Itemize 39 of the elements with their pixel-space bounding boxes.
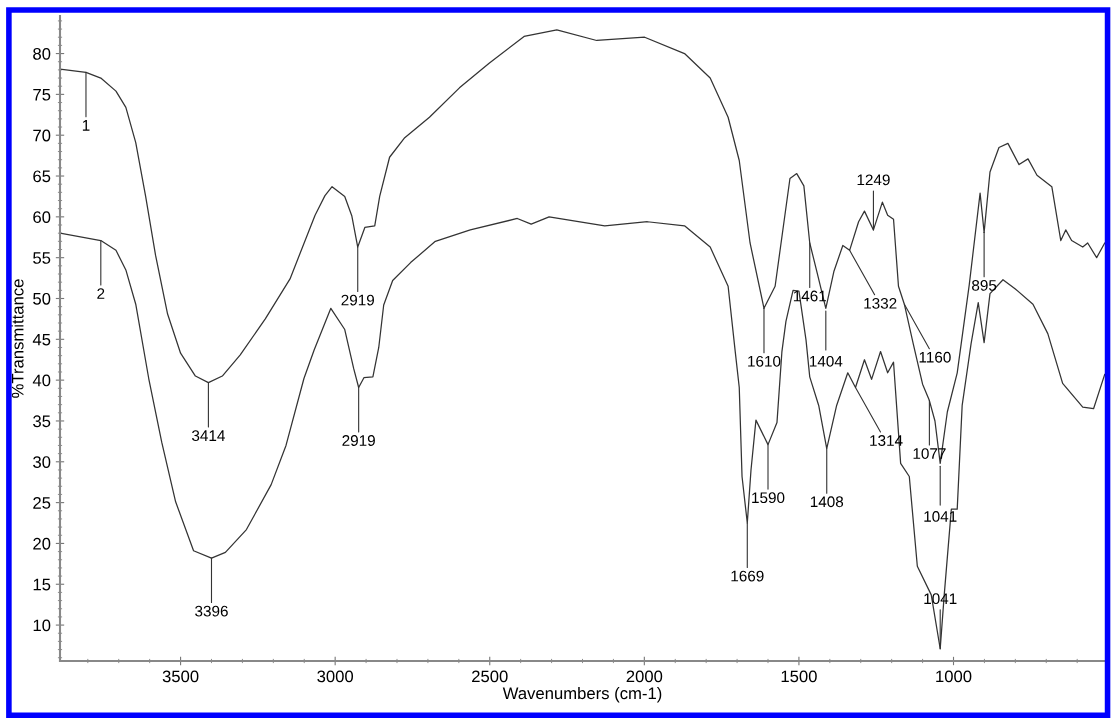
annotation: 1610	[748, 355, 781, 367]
y-tick-label: 45	[32, 333, 51, 346]
y-tick-label: 80	[33, 47, 51, 60]
y-axis-title: %Transmittance	[11, 279, 24, 398]
x-tick-label: 3500	[162, 670, 199, 683]
annotation: 2919	[341, 294, 374, 306]
annotation: 895	[972, 279, 997, 291]
x-tick-label: 2500	[472, 670, 508, 683]
annotation: 1	[82, 120, 90, 131]
annotation: 1160	[919, 351, 951, 363]
annotation: 1404	[809, 355, 843, 367]
x-tick-label: 1000	[936, 670, 972, 683]
x-axis-title: Wavenumbers (cm-1)	[502, 686, 662, 703]
y-tick-label: 75	[33, 88, 51, 101]
annotation: 1590	[752, 492, 785, 504]
y-tick-label: 50	[33, 292, 51, 305]
annotation: 1408	[810, 496, 844, 508]
y-tick-label: 10	[33, 619, 51, 632]
y-tick-label: 70	[33, 129, 51, 142]
x-tick-label: 2000	[626, 670, 663, 683]
x-tick-label: 1500	[781, 670, 817, 683]
y-tick-label: 25	[33, 497, 51, 509]
annotation: 3396	[195, 605, 228, 617]
annotation: 2	[97, 288, 105, 299]
y-tick-label: 35	[33, 415, 51, 428]
y-tick-label: 65	[33, 170, 51, 183]
annotation: 1669	[731, 570, 764, 582]
y-tick-label: 40	[32, 374, 51, 387]
annotation: 1332	[864, 297, 897, 309]
y-tick-label: 20	[33, 537, 51, 550]
annotation: 1314	[870, 435, 903, 446]
annotation: 3414	[191, 430, 225, 442]
annotation: 2919	[342, 435, 375, 446]
y-tick-label: 55	[33, 252, 51, 264]
y-tick-label: 30	[33, 456, 51, 468]
y-tick-label: 15	[33, 578, 51, 591]
annotation: 1249	[857, 174, 890, 186]
x-tick-label: 3000	[317, 670, 354, 683]
y-tick-label: 60	[33, 211, 51, 224]
